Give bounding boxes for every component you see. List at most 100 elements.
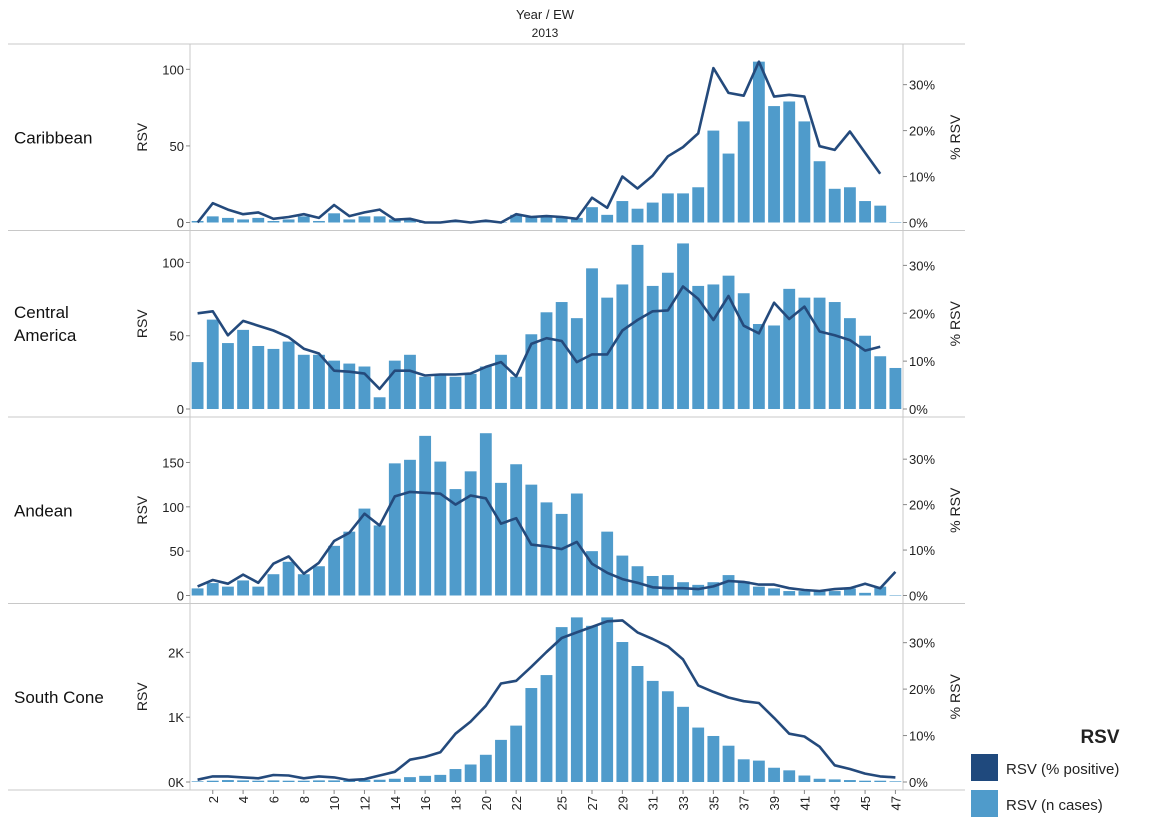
x-tick-label: 4 [236, 796, 251, 803]
bar [722, 575, 735, 596]
bar [874, 356, 887, 409]
bar [570, 217, 583, 223]
bar [297, 574, 310, 596]
bar [495, 482, 507, 596]
bar [631, 566, 644, 596]
bar [525, 334, 538, 409]
y-axis-title: RSV [134, 309, 150, 338]
bar [677, 243, 689, 409]
panel-andean: Andean RSV % RSV 0 50 100 150 0% 10% 20% 30% [8, 416, 965, 604]
x-tick-label: 33 [676, 796, 691, 810]
bar [343, 219, 356, 223]
bar [859, 335, 871, 409]
bar [297, 354, 310, 409]
y2-tick-label: 0% [909, 589, 928, 604]
x-tick-label: 16 [418, 796, 433, 810]
panel-central-america: Central America RSV % RSV 0 50 100 0% 10% 20% 30% [8, 230, 965, 417]
bar [692, 727, 705, 782]
bar [616, 284, 629, 409]
bar [525, 216, 538, 223]
bar [798, 591, 811, 596]
bar [525, 688, 538, 782]
bar [495, 354, 507, 409]
series-line [196, 60, 882, 224]
y-tick-label: 0 [177, 589, 184, 604]
bar [661, 691, 674, 782]
bar [373, 216, 386, 223]
bar [586, 268, 598, 409]
bar [889, 781, 902, 782]
bar [222, 343, 234, 409]
bar [586, 551, 598, 596]
bar [313, 780, 325, 782]
bar [206, 216, 219, 223]
bar [798, 775, 811, 782]
legend-title: RSV [1080, 727, 1119, 748]
bar [191, 781, 204, 782]
x-tick-label: 10 [327, 796, 342, 810]
bar [601, 214, 614, 223]
bar [404, 459, 416, 596]
bar [646, 202, 659, 223]
x-tick-label: 39 [767, 796, 782, 810]
bar [449, 376, 462, 409]
bar [828, 591, 841, 596]
bar [222, 780, 234, 782]
y-tick-label: 100 [162, 255, 184, 270]
bar [510, 464, 523, 596]
bar [586, 625, 598, 782]
panel-south-cone: South Cone RSV % RSV 0K 1K 2K 0% 10% 20% 30% [8, 603, 965, 791]
bar [783, 591, 796, 596]
bar [222, 217, 234, 223]
x-tick-label: 22 [509, 796, 524, 810]
bar [843, 780, 856, 782]
bar [874, 205, 887, 223]
bar [388, 360, 401, 409]
bar [646, 575, 659, 596]
bar [479, 433, 492, 596]
y2-tick-label: 30% [909, 636, 935, 651]
bar [419, 376, 432, 409]
bar [661, 193, 674, 223]
y-tick-label: 50 [170, 139, 184, 154]
bar [843, 318, 856, 409]
bar [464, 373, 477, 409]
y2-tick-label: 10% [909, 354, 935, 369]
x-tick-label: 27 [585, 796, 600, 810]
bar [737, 293, 750, 409]
x-tick-label: 18 [448, 796, 463, 810]
y-tick-label: 50 [170, 329, 184, 344]
bar [707, 130, 720, 223]
series-line [197, 490, 897, 593]
x-tick-label: 47 [888, 796, 903, 810]
y-tick-label: 150 [162, 455, 184, 470]
bar [570, 493, 583, 596]
bar [449, 489, 462, 596]
bar [358, 780, 371, 782]
bar [373, 525, 386, 596]
bar [692, 187, 705, 223]
bar [798, 121, 811, 223]
bar [737, 759, 750, 782]
bar [343, 531, 356, 596]
bar [859, 201, 871, 223]
bar [692, 285, 705, 409]
bar [206, 780, 219, 782]
bar [388, 463, 401, 596]
bar [616, 642, 629, 782]
y-axis-title: RSV [134, 682, 150, 711]
y2-tick-label: 10% [909, 543, 935, 558]
x-tick-label: 35 [706, 796, 721, 810]
bar [813, 591, 826, 596]
bar [388, 778, 401, 782]
bar [859, 592, 871, 596]
bar [843, 588, 856, 596]
x-tick-label: 14 [388, 796, 403, 810]
bar [313, 566, 325, 596]
bar [328, 545, 341, 596]
bar [783, 101, 796, 223]
y2-tick-label: 20% [909, 498, 935, 513]
bar [237, 580, 250, 596]
y-axis-title: RSV [134, 495, 150, 524]
bar [570, 617, 583, 782]
